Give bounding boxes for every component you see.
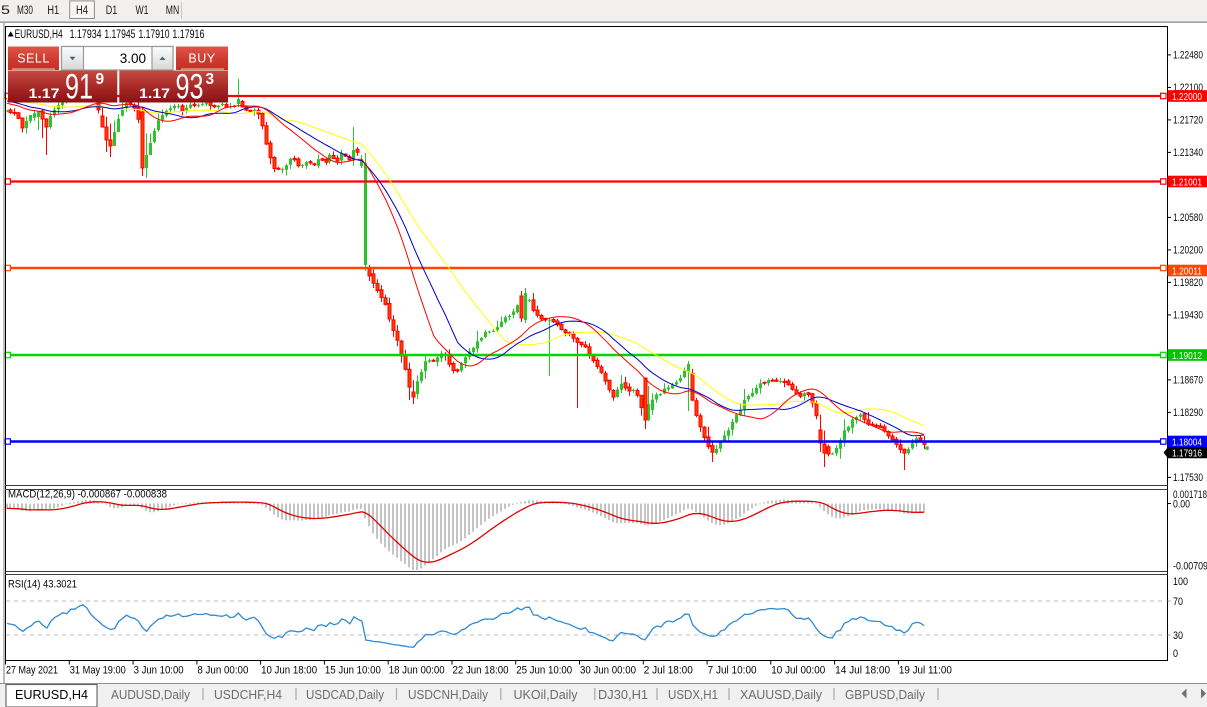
svg-text:14 Jul 18:00: 14 Jul 18:00 xyxy=(835,665,890,677)
svg-text:1.17910: 1.17910 xyxy=(139,29,170,41)
svg-text:USDCNH,Daily: USDCNH,Daily xyxy=(408,688,489,702)
svg-text:1.19430: 1.19430 xyxy=(1173,310,1203,322)
svg-text:3.00: 3.00 xyxy=(120,51,146,66)
svg-text:91: 91 xyxy=(65,68,93,107)
svg-text:1.20200: 1.20200 xyxy=(1173,245,1203,257)
svg-text:1.17: 1.17 xyxy=(139,86,170,101)
svg-text:-0.00709: -0.00709 xyxy=(1173,561,1207,573)
svg-text:8 Jun 00:00: 8 Jun 00:00 xyxy=(197,665,248,677)
svg-text:1.21001: 1.21001 xyxy=(1172,176,1202,188)
svg-text:3 Jun 10:00: 3 Jun 10:00 xyxy=(134,665,184,677)
svg-text:18 Jun 00:00: 18 Jun 00:00 xyxy=(389,665,445,677)
svg-text:0.001718: 0.001718 xyxy=(1173,489,1207,501)
svg-text:M30: M30 xyxy=(17,5,33,17)
svg-text:1.17530: 1.17530 xyxy=(1173,472,1203,484)
svg-text:H1: H1 xyxy=(47,5,59,17)
svg-text:EURUSD,H4: EURUSD,H4 xyxy=(15,29,63,41)
svg-text:15 Jun 10:00: 15 Jun 10:00 xyxy=(325,665,381,677)
svg-text:1.21340: 1.21340 xyxy=(1173,147,1203,159)
svg-text:100: 100 xyxy=(1173,576,1188,588)
svg-text:BUY: BUY xyxy=(188,52,215,66)
svg-text:0.00: 0.00 xyxy=(1173,498,1190,510)
svg-text:MACD(12,26,9) -0.000867 -0.000: MACD(12,26,9) -0.000867 -0.000838 xyxy=(8,489,167,501)
svg-text:0: 0 xyxy=(1173,648,1178,660)
svg-text:W1: W1 xyxy=(136,5,149,17)
svg-text:H4: H4 xyxy=(76,5,88,17)
svg-text:USDX,H1: USDX,H1 xyxy=(668,688,718,702)
svg-text:93: 93 xyxy=(176,68,204,107)
svg-text:1.21720: 1.21720 xyxy=(1173,115,1203,127)
svg-text:RSI(14) 43.3021: RSI(14) 43.3021 xyxy=(8,579,77,591)
svg-text:22 Jun 18:00: 22 Jun 18:00 xyxy=(453,665,509,677)
svg-text:27 May 2021: 27 May 2021 xyxy=(6,665,58,677)
svg-text:9: 9 xyxy=(96,71,105,88)
svg-text:19 Jul 11:00: 19 Jul 11:00 xyxy=(899,665,952,677)
svg-text:1.17: 1.17 xyxy=(29,86,60,101)
svg-text:2 Jul 18:00: 2 Jul 18:00 xyxy=(644,665,693,677)
svg-text:1.18670: 1.18670 xyxy=(1173,375,1203,387)
svg-text:30 Jun 00:00: 30 Jun 00:00 xyxy=(580,665,636,677)
svg-text:1.20580: 1.20580 xyxy=(1173,212,1203,224)
svg-text:DJ30,H1: DJ30,H1 xyxy=(598,688,648,702)
svg-text:1.19012: 1.19012 xyxy=(1172,350,1202,362)
svg-text:USDCAD,Daily: USDCAD,Daily xyxy=(306,688,385,702)
svg-text:1.22000: 1.22000 xyxy=(1172,91,1202,103)
svg-text:1.17934: 1.17934 xyxy=(70,29,102,41)
svg-text:USDCHF,H4: USDCHF,H4 xyxy=(214,688,282,702)
svg-text:7 Jul 10:00: 7 Jul 10:00 xyxy=(708,665,757,677)
svg-text:XAUUSD,Daily: XAUUSD,Daily xyxy=(740,688,823,702)
svg-text:GBPUSD,Daily: GBPUSD,Daily xyxy=(845,688,926,702)
svg-text:10 Jul 00:00: 10 Jul 00:00 xyxy=(771,665,825,677)
svg-text:3: 3 xyxy=(206,71,215,88)
svg-text:1.17945: 1.17945 xyxy=(104,29,135,41)
svg-text:1.18004: 1.18004 xyxy=(1172,436,1202,448)
svg-text:1.17916: 1.17916 xyxy=(172,29,204,41)
svg-text:25 Jun 10:00: 25 Jun 10:00 xyxy=(516,665,572,677)
svg-text:1.22480: 1.22480 xyxy=(1173,50,1203,62)
svg-text:70: 70 xyxy=(1173,596,1183,608)
svg-text:SELL: SELL xyxy=(17,52,50,66)
svg-text:30: 30 xyxy=(1173,630,1183,642)
svg-text:1.18290: 1.18290 xyxy=(1173,407,1203,419)
svg-text:D1: D1 xyxy=(106,5,118,17)
svg-text:10 Jun 18:00: 10 Jun 18:00 xyxy=(261,665,317,677)
svg-text:31 May 19:00: 31 May 19:00 xyxy=(70,665,126,677)
svg-text:1.20011: 1.20011 xyxy=(1172,265,1202,277)
svg-text:AUDUSD,Daily: AUDUSD,Daily xyxy=(111,688,191,702)
svg-text:5: 5 xyxy=(1,5,10,17)
svg-text:UKOil,Daily: UKOil,Daily xyxy=(514,688,579,702)
svg-text:1.17916: 1.17916 xyxy=(1172,447,1202,459)
svg-text:EURUSD,H4: EURUSD,H4 xyxy=(15,688,88,702)
svg-text:MN: MN xyxy=(166,5,180,17)
svg-text:1.19820: 1.19820 xyxy=(1173,277,1203,289)
